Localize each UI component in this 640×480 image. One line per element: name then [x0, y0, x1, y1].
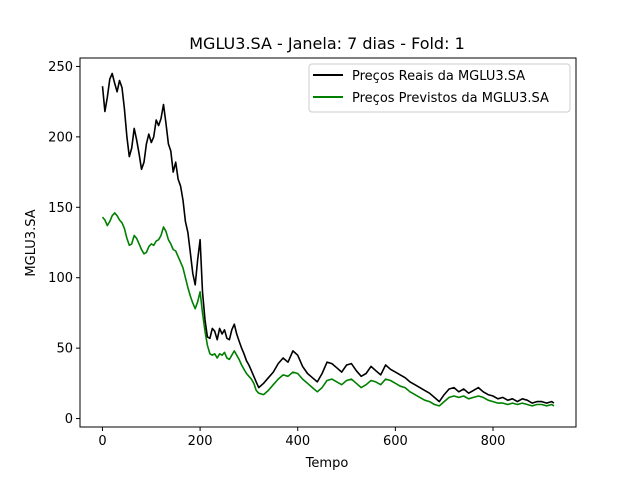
x-tick-label: 600: [383, 434, 408, 449]
y-tick-label: 50: [56, 342, 73, 357]
legend-label-real: Preços Reais da MGLU3.SA: [352, 69, 525, 84]
series-group: [101, 72, 555, 407]
x-tick-label: 0: [98, 434, 106, 449]
legend-box: [308, 63, 571, 113]
chart-title: MGLU3.SA - Janela: 7 dias - Fold: 1: [189, 34, 465, 53]
y-tick-label: 200: [48, 130, 73, 145]
x-axis-label: Tempo: [305, 456, 349, 471]
plot-frame: [79, 57, 577, 428]
series-line-real: [101, 72, 555, 404]
y-tick-label: 0: [65, 412, 73, 427]
y-axis-label: MGLU3.SA: [24, 209, 39, 276]
y-tick-label: 100: [48, 271, 73, 286]
y-tick-label: 150: [48, 201, 73, 216]
legend-label-predicted: Preços Previstos da MGLU3.SA: [352, 91, 549, 106]
ticks-group: 0 200 400 600 800 0 50 100 150 200 250: [48, 60, 505, 449]
x-tick-label: 400: [285, 434, 310, 449]
y-tick-label: 250: [48, 60, 73, 75]
legend: Preços Reais da MGLU3.SA Preços Previsto…: [308, 63, 571, 113]
x-tick-label: 800: [481, 434, 506, 449]
x-tick-label: 200: [188, 434, 213, 449]
series-line-predicted: [101, 212, 555, 407]
